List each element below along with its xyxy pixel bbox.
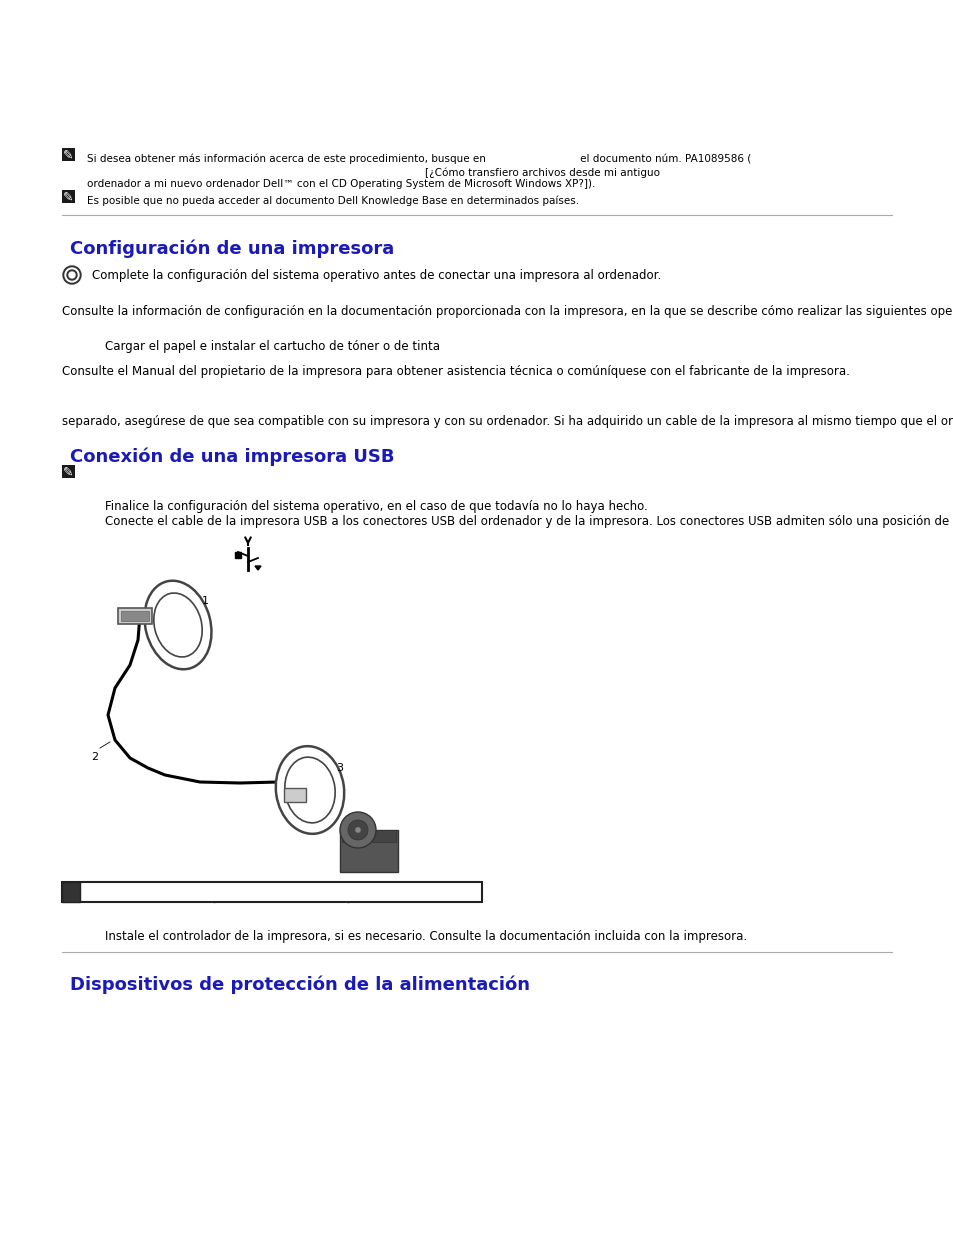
Text: Instale el controlador de la impresora, si es necesario. Consulte la documentaci: Instale el controlador de la impresora, …	[105, 930, 746, 944]
Bar	[62, 148, 75, 161]
Text: Consulte la información de configuración en la documentación proporcionada con l: Consulte la información de configuración…	[62, 305, 953, 317]
Bar	[118, 608, 152, 624]
Text: Complete la configuración del sistema operativo antes de conectar una impresora : Complete la configuración del sistema op…	[91, 269, 660, 282]
Ellipse shape	[275, 746, 344, 834]
Text: Cargar el papel e instalar el cartucho de tóner o de tinta: Cargar el papel e instalar el cartucho d…	[105, 340, 439, 353]
Bar	[284, 788, 306, 802]
Bar	[121, 611, 149, 621]
Text: separado, asegúrese de que sea compatible con su impresora y con su ordenador. S: separado, asegúrese de que sea compatibl…	[62, 415, 953, 429]
Text: [¿Cómo transfiero archivos desde mi antiguo: [¿Cómo transfiero archivos desde mi anti…	[87, 167, 659, 178]
Text: Configuración de una impresora: Configuración de una impresora	[70, 240, 394, 258]
Bar	[234, 552, 241, 558]
Text: Conexión de una impresora USB: Conexión de una impresora USB	[70, 448, 395, 467]
Text: Es posible que no pueda acceder al documento Dell Knowledge Base en determinados: Es posible que no pueda acceder al docum…	[87, 195, 578, 205]
Text: Dispositivos de protección de la alimentación: Dispositivos de protección de la aliment…	[70, 976, 530, 994]
Bar	[62, 882, 80, 902]
Bar	[341, 830, 395, 842]
Text: ✎: ✎	[63, 466, 73, 478]
Ellipse shape	[153, 593, 202, 657]
Text: 1: 1	[202, 597, 209, 606]
Text: 3: 3	[335, 763, 343, 773]
Text: Si desea obtener más información acerca de este procedimiento, busque en        : Si desea obtener más información acerca …	[87, 153, 750, 163]
Text: Conecte el cable de la impresora USB a los conectores USB del ordenador y de la : Conecte el cable de la impresora USB a l…	[105, 515, 953, 529]
Text: Consulte el Manual del propietario de la impresora para obtener asistencia técni: Consulte el Manual del propietario de la…	[62, 366, 849, 378]
Text: ordenador a mi nuevo ordenador Dell™ con el CD Operating System de Microsoft Win: ordenador a mi nuevo ordenador Dell™ con…	[87, 179, 595, 189]
Circle shape	[339, 811, 375, 848]
Text: ✎: ✎	[63, 190, 73, 204]
Circle shape	[65, 268, 79, 282]
Bar	[62, 466, 75, 478]
Text: Finalice la configuración del sistema operativo, en el caso de que todavía no lo: Finalice la configuración del sistema op…	[105, 500, 647, 513]
Text: 2: 2	[91, 752, 98, 762]
Polygon shape	[254, 566, 261, 571]
Bar	[339, 830, 397, 872]
Circle shape	[69, 272, 75, 278]
Ellipse shape	[285, 757, 335, 823]
Circle shape	[348, 820, 368, 840]
Circle shape	[63, 266, 81, 284]
Ellipse shape	[144, 580, 212, 669]
Bar	[62, 882, 481, 902]
Circle shape	[67, 270, 77, 280]
Circle shape	[355, 827, 360, 832]
Text: ✎: ✎	[63, 148, 73, 162]
Bar	[62, 190, 75, 203]
